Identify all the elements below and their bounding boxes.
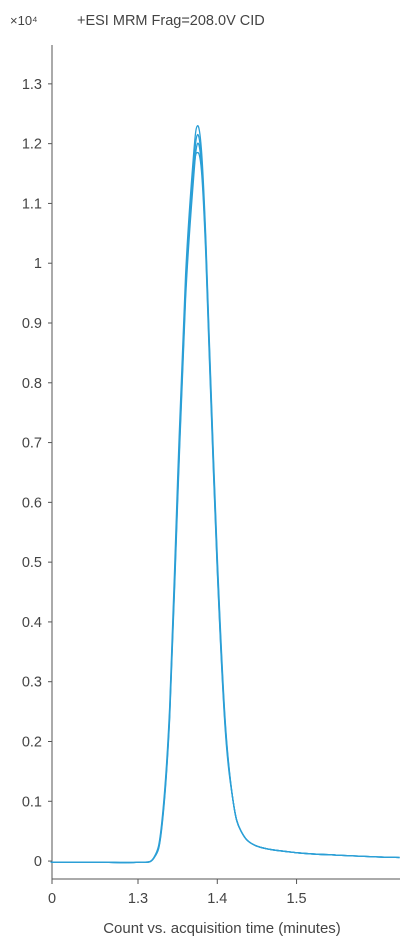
series-line bbox=[50, 151, 400, 864]
series-line bbox=[50, 133, 400, 864]
y-tick-label: 0 bbox=[34, 854, 42, 870]
y-tick-label: 1.3 bbox=[22, 77, 42, 93]
y-tick-label: 0.9 bbox=[22, 316, 42, 332]
series-line bbox=[50, 125, 400, 864]
y-tick-label: 0.2 bbox=[22, 734, 42, 750]
y-tick-label: 0.1 bbox=[22, 794, 42, 810]
x-tick-label: 1.4 bbox=[207, 891, 227, 907]
y-tick-label: 1.1 bbox=[22, 196, 42, 212]
y-tick-label: 0.5 bbox=[22, 555, 42, 571]
chart-title: +ESI MRM Frag=208.0V CID bbox=[77, 13, 265, 29]
y-tick-label: 1 bbox=[34, 256, 42, 272]
x-tick-label: 0 bbox=[48, 891, 56, 907]
y-tick-label: 0.4 bbox=[22, 615, 42, 631]
plot-area: 0 0.1 0.2 0.3 0.4 0.5 0.6 0.7 0.8 0.9 1 1.1 1.2 1.3 0 1… bbox=[22, 45, 400, 907]
y-tick-label: 0.8 bbox=[22, 376, 42, 392]
x-tick-label: 1.3 bbox=[128, 891, 148, 907]
x-axis-label: Count vs. acquisition time (minutes) bbox=[103, 920, 341, 937]
y-tick-label: 1.2 bbox=[22, 137, 42, 153]
x-tick-label: 1.5 bbox=[286, 891, 306, 907]
y-tick-label: 0.6 bbox=[22, 495, 42, 511]
y-tick-label: 0.7 bbox=[22, 436, 42, 452]
y-multiplier-label: ×10⁴ bbox=[10, 13, 38, 28]
series-line bbox=[50, 142, 400, 864]
y-tick-label: 0.3 bbox=[22, 675, 42, 691]
